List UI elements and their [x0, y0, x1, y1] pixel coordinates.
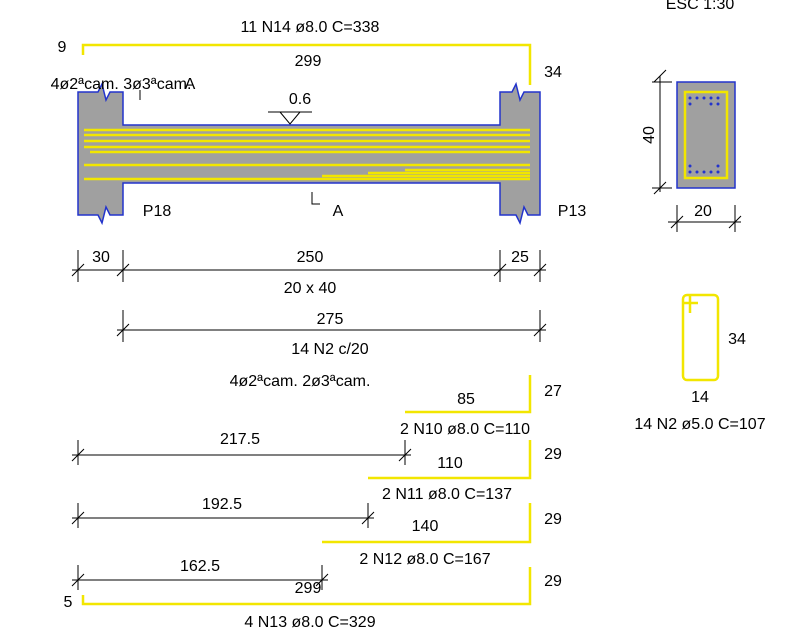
hook: 5: [64, 594, 73, 611]
support: P18: [143, 203, 172, 220]
note: 4ø2ªcam. 2ø3ªcam.: [230, 373, 371, 390]
bar-label: 2 N10 ø8.0 C=110: [400, 421, 530, 438]
bar-label: 2 N12 ø8.0 C=167: [359, 551, 490, 568]
cross-section: [676, 81, 736, 189]
length: 299: [295, 53, 322, 70]
hook: 29: [544, 446, 562, 463]
stirrup-shape: [681, 293, 720, 382]
bar-label: 4 N13 ø8.0 C=329: [244, 614, 375, 631]
hook: 34: [544, 64, 562, 81]
note: 4ø2ªcam. 3ø3ªcam.: [51, 76, 192, 93]
dimension: 250: [297, 249, 324, 266]
hook: 29: [544, 511, 562, 528]
hook: 29: [544, 573, 562, 590]
section-width: 20: [694, 203, 712, 220]
section-mark: A: [333, 203, 344, 220]
offset: 162.5: [180, 558, 220, 575]
beam-elevation: [77, 81, 541, 226]
hook: 9: [58, 39, 67, 56]
section-size: 20 x 40: [284, 280, 337, 297]
section-mark: A: [185, 76, 196, 93]
bar-label: 11 N14 ø8.0 C=338: [241, 19, 380, 36]
bar-label: 2 N11 ø8.0 C=137: [382, 486, 512, 503]
stirrup-height: 34: [728, 331, 746, 348]
stirrup-width: 14: [691, 389, 709, 406]
dimension: 30: [92, 249, 110, 266]
stirrup-spacing: 14 N2 c/20: [291, 341, 368, 358]
stirrup-label: 14 N2 ø5.0 C=107: [634, 416, 765, 433]
length: 85: [457, 391, 475, 408]
dimension: 275: [317, 311, 344, 328]
level: 0.6: [289, 91, 311, 108]
hook: 27: [544, 383, 562, 400]
offset: 217.5: [220, 431, 260, 448]
length: 140: [412, 518, 439, 535]
length: 299: [295, 580, 322, 597]
length: 110: [437, 455, 463, 472]
dimension: 25: [511, 249, 529, 266]
section-height: 40: [641, 126, 658, 144]
offset: 192.5: [202, 496, 242, 513]
scale: ESC 1:30: [666, 0, 735, 13]
support: P13: [558, 203, 587, 220]
